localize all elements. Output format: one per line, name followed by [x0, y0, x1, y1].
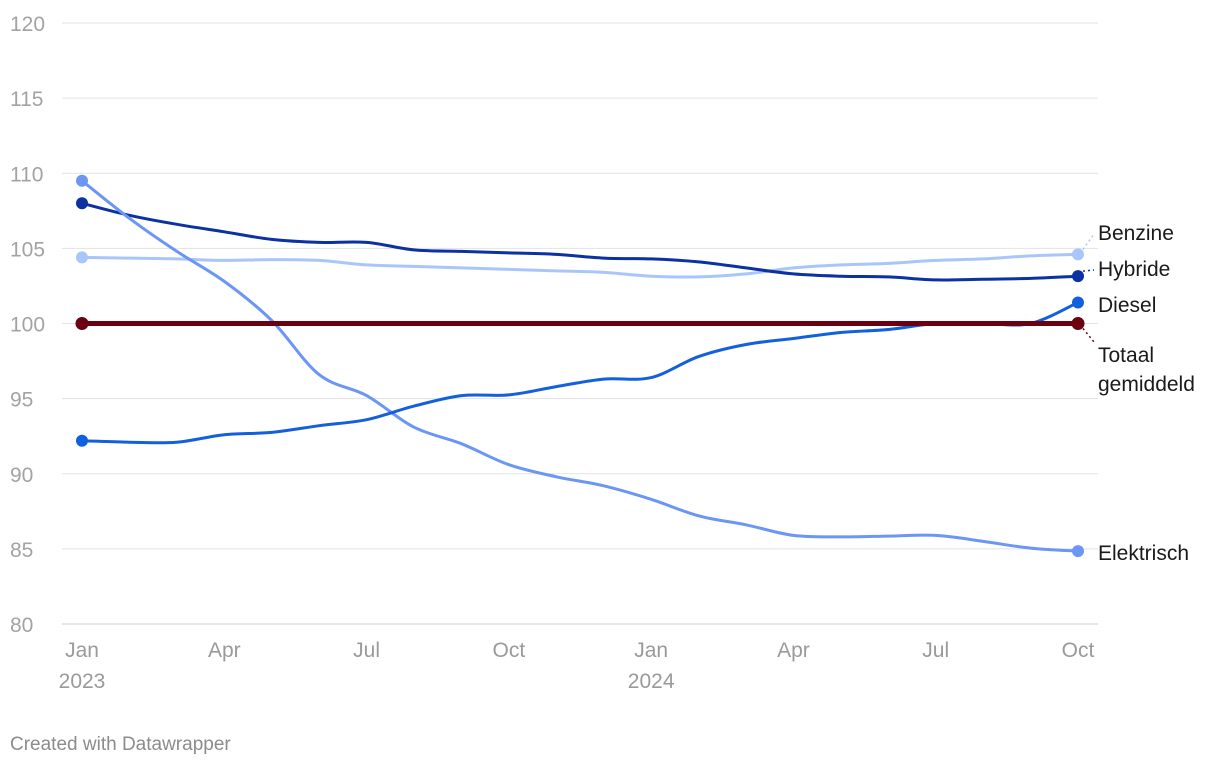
line-elektrisch: [80, 179, 1080, 553]
line-chart: 80 85 90 95 100 105 110 115 120 Jan 2023 Apr Jul Oct…: [10, 13, 1195, 693]
y-tick-85: 85: [10, 539, 33, 562]
marker-end-benzine: [1072, 248, 1084, 261]
marker-end-hybride: [1072, 270, 1084, 283]
datawrapper-credit: Created with Datawrapper: [10, 734, 231, 755]
leader-benzine: [1082, 233, 1095, 250]
label-hybride: Hybride: [1098, 258, 1170, 281]
line-benzine: [80, 252, 1080, 279]
y-axis-ticks: 80 85 90 95 100 105 110 115 120: [10, 13, 45, 637]
x-tick-apr: Apr: [208, 639, 241, 662]
x-tick-year-2024: 2024: [628, 670, 675, 693]
line-hybride: [80, 201, 1080, 282]
y-tick-110: 110: [10, 163, 43, 186]
x-tick-jul: Jul: [922, 639, 949, 662]
marker-start-elektrisch: [76, 174, 88, 187]
x-tick-jan: Jan: [634, 639, 668, 662]
series-labels: Benzine Hybride Diesel Elektrisch Totaal gemi…: [1082, 222, 1195, 565]
marker-start-hybride: [76, 197, 88, 210]
y-tick-95: 95: [10, 389, 33, 412]
marker-start-benzine: [76, 251, 88, 264]
label-totaal-gemiddeld: Totaal: [1098, 344, 1154, 367]
y-tick-105: 105: [10, 238, 45, 261]
x-tick-apr: Apr: [777, 639, 810, 662]
label-totaal-gemiddeld-1: gemiddeld: [1098, 373, 1195, 396]
leader-hybride: [1082, 269, 1095, 272]
label-elektrisch: Elektrisch: [1098, 542, 1189, 565]
x-tick-jul: Jul: [353, 639, 380, 662]
series-lines: [79, 179, 1081, 553]
y-tick-100: 100: [10, 314, 45, 337]
marker-end-diesel: [1072, 296, 1084, 309]
series-end-markers: [75, 174, 1085, 558]
x-tick-jan: Jan: [65, 639, 99, 662]
x-axis-ticks: Jan 2023 Apr Jul Oct Jan 2024 Apr Jul Oct: [59, 639, 1095, 693]
marker-start-diesel: [76, 434, 88, 447]
y-tick-115: 115: [10, 88, 43, 111]
line-diesel: [80, 301, 1080, 445]
label-benzine: Benzine: [1098, 222, 1174, 245]
leader-totaal-gemiddeld: [1082, 328, 1095, 343]
x-tick-oct: Oct: [1062, 639, 1095, 662]
y-tick-120: 120: [10, 13, 45, 36]
marker-end-elektrisch: [1072, 545, 1084, 558]
y-tick-80: 80: [10, 614, 33, 637]
marker-end-totaal-gemiddeld: [1071, 317, 1085, 330]
x-tick-oct: Oct: [493, 639, 526, 662]
marker-start-totaal-gemiddeld: [75, 317, 89, 330]
x-tick-year-2023: 2023: [59, 670, 106, 693]
label-diesel: Diesel: [1098, 294, 1156, 317]
y-tick-90: 90: [10, 464, 33, 487]
